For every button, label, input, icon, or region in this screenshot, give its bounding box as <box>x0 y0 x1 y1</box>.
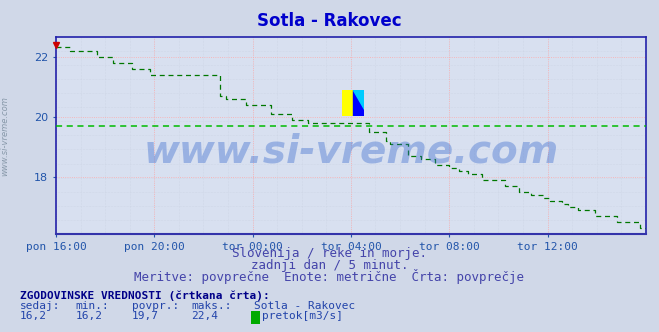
Polygon shape <box>353 90 364 109</box>
Bar <box>353 90 364 116</box>
Text: 16,2: 16,2 <box>76 311 103 321</box>
Text: ZGODOVINSKE VREDNOSTI (črtkana črta):: ZGODOVINSKE VREDNOSTI (črtkana črta): <box>20 290 270 301</box>
Bar <box>342 90 353 116</box>
Text: www.si-vreme.com: www.si-vreme.com <box>1 96 10 176</box>
Text: www.si-vreme.com: www.si-vreme.com <box>143 132 559 170</box>
Text: pretok[m3/s]: pretok[m3/s] <box>262 311 343 321</box>
Text: Sotla - Rakovec: Sotla - Rakovec <box>257 12 402 30</box>
Text: min.:: min.: <box>76 301 109 311</box>
Text: Slovenija / reke in morje.: Slovenija / reke in morje. <box>232 247 427 260</box>
Text: zadnji dan / 5 minut.: zadnji dan / 5 minut. <box>251 259 408 272</box>
Text: 16,2: 16,2 <box>20 311 47 321</box>
Text: povpr.:: povpr.: <box>132 301 179 311</box>
Text: Sotla - Rakovec: Sotla - Rakovec <box>254 301 355 311</box>
Text: sedaj:: sedaj: <box>20 301 60 311</box>
Text: maks.:: maks.: <box>191 301 231 311</box>
Text: Meritve: povprečne  Enote: metrične  Črta: povprečje: Meritve: povprečne Enote: metrične Črta:… <box>134 269 525 284</box>
Text: 19,7: 19,7 <box>132 311 159 321</box>
Text: 22,4: 22,4 <box>191 311 218 321</box>
